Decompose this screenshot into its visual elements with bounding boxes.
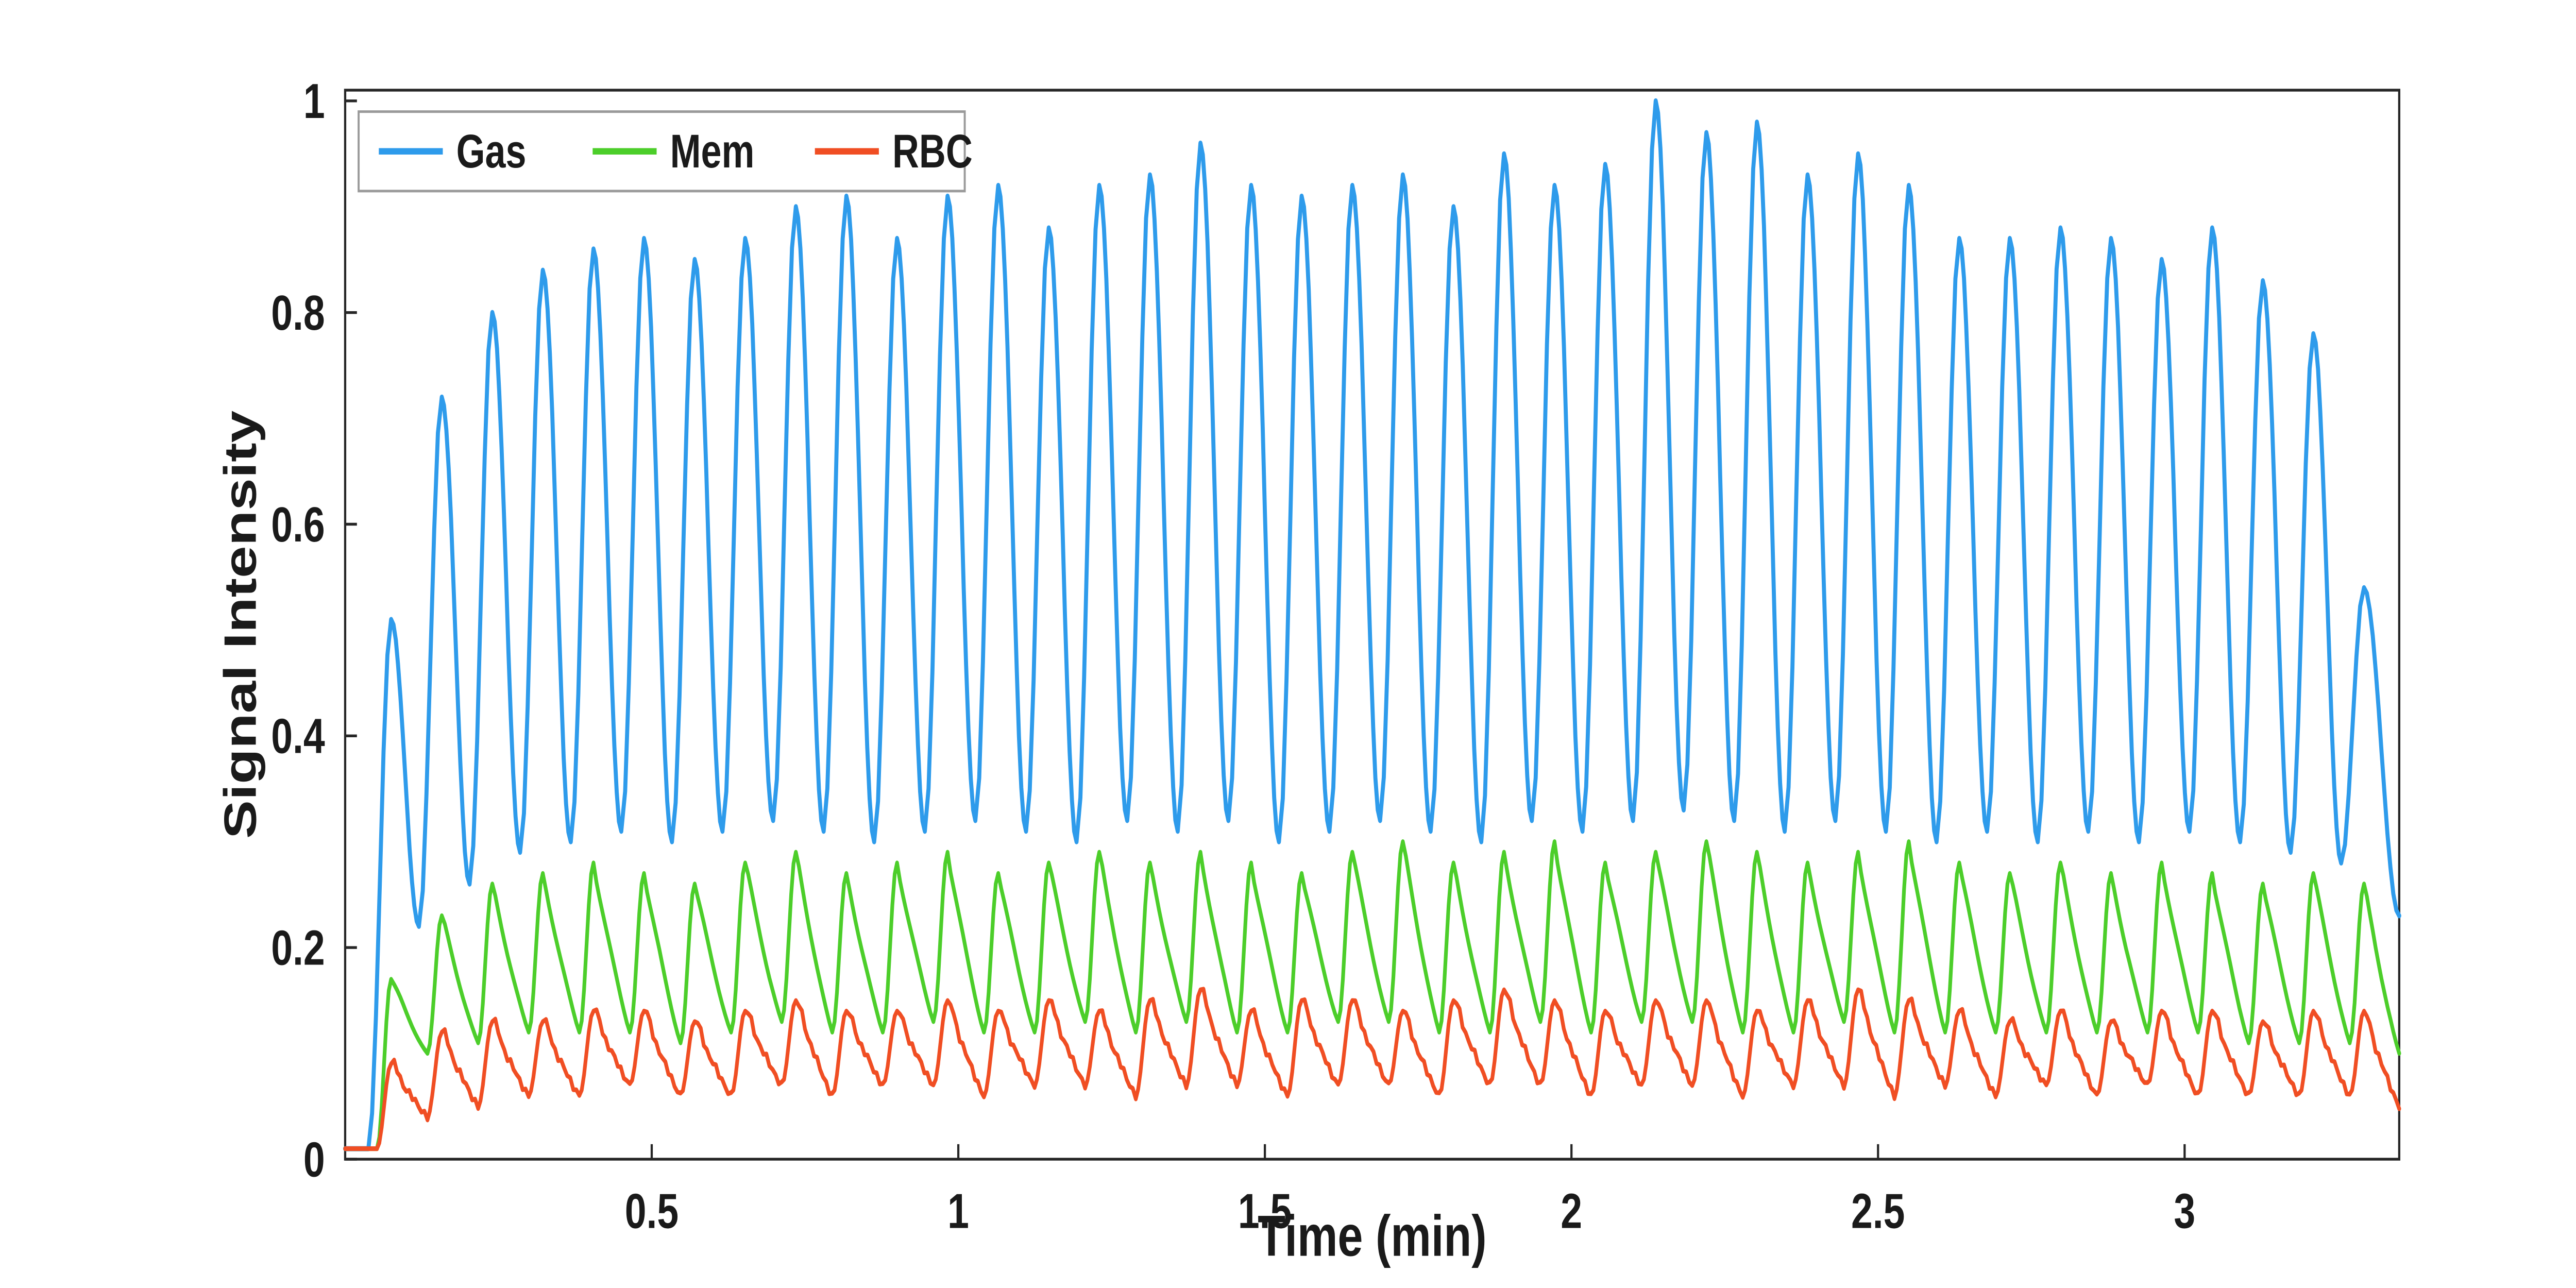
y-tick-label: 0.8 [271,285,325,341]
mem-legend-label: Mem [670,125,755,178]
mem-line [343,839,2401,1151]
y-tick-label: 0.2 [271,921,325,976]
x-tick-label: 2.5 [1851,1184,1905,1239]
y-tick-label: 1 [303,74,325,129]
axes-box [344,89,2400,1161]
rbc-line [343,987,2401,1151]
y-tick-label: 0.6 [271,497,325,552]
y-axis-ticks: 0 0.2 0.4 0.6 0.8 1 [271,74,357,1187]
gas-line [343,98,2401,1151]
x-tick-label: 2 [1561,1184,1582,1239]
x-axis-label: Time (min) [1258,1204,1486,1268]
x-tick-label: 3 [2174,1184,2195,1239]
legend: Gas Mem RBC [358,110,973,193]
y-tick-label: 0.4 [271,709,325,764]
x-tick-label: 1.5 [1238,1184,1292,1239]
x-axis-ticks: 0.5 1 1.5 2 2.5 3 [625,1144,2195,1239]
y-axis-label: Signal Intensity [215,411,266,839]
rbc-legend-label: RBC [892,125,973,178]
y-tick-label: 0 [303,1132,325,1188]
x-tick-label: 1 [947,1184,969,1239]
x-tick-label: 0.5 [625,1184,679,1239]
series-lines [343,98,2401,1151]
gas-legend-label: Gas [456,125,527,178]
